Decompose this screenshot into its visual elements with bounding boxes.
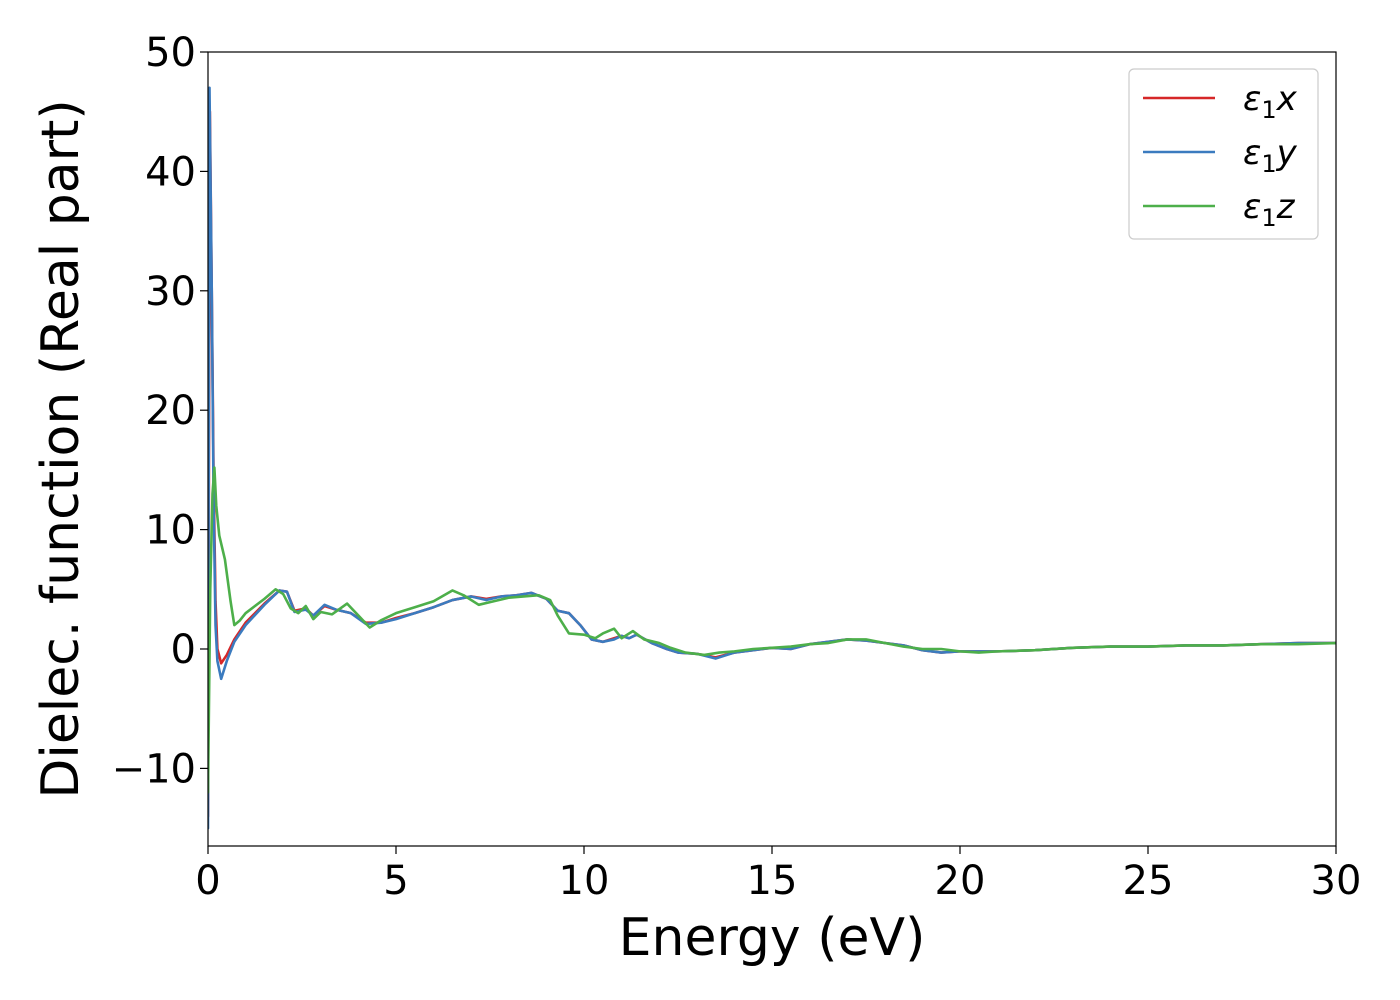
x-axis: 0 5 10 15 20 25 30 xyxy=(195,846,1361,904)
legend-label-base: ε xyxy=(1243,133,1261,173)
y-tick-label: 50 xyxy=(145,30,196,76)
y-tick-label: 30 xyxy=(145,269,196,315)
legend-label-x: ε1x xyxy=(1243,79,1298,124)
series-line-z xyxy=(208,466,1336,794)
x-tick-label: 20 xyxy=(935,858,986,904)
legend-label-z: ε1z xyxy=(1243,187,1296,232)
legend-label-base: ε xyxy=(1243,79,1261,119)
legend-label-variable: x xyxy=(1276,79,1298,119)
series-layer xyxy=(208,86,1336,830)
y-tick-label: 10 xyxy=(145,508,196,554)
x-axis-label: Energy (eV) xyxy=(619,908,926,968)
x-tick-label: 10 xyxy=(559,858,610,904)
y-tick-label: 40 xyxy=(145,149,196,195)
legend-label-base: ε xyxy=(1243,187,1261,227)
x-tick-label: 0 xyxy=(195,858,220,904)
x-tick-label: 5 xyxy=(383,858,408,904)
legend-label-subscript: 1 xyxy=(1261,96,1276,124)
y-tick-label: 0 xyxy=(171,627,196,673)
legend-box xyxy=(1128,68,1319,240)
y-tick-label: 20 xyxy=(145,388,196,434)
legend-label-variable: y xyxy=(1276,133,1298,173)
legend-label-subscript: 1 xyxy=(1261,150,1276,178)
legend-label-y: ε1y xyxy=(1243,133,1298,178)
x-tick-label: 15 xyxy=(747,858,798,904)
y-axis-label: Dielec. function (Real part) xyxy=(31,99,91,798)
legend-label-subscript: 1 xyxy=(1261,204,1276,232)
x-tick-label: 30 xyxy=(1311,858,1362,904)
y-axis: −10 0 10 20 30 40 50 xyxy=(112,30,208,792)
legend-label-variable: z xyxy=(1276,187,1296,227)
x-tick-label: 25 xyxy=(1123,858,1174,904)
y-tick-label: −10 xyxy=(112,746,196,792)
